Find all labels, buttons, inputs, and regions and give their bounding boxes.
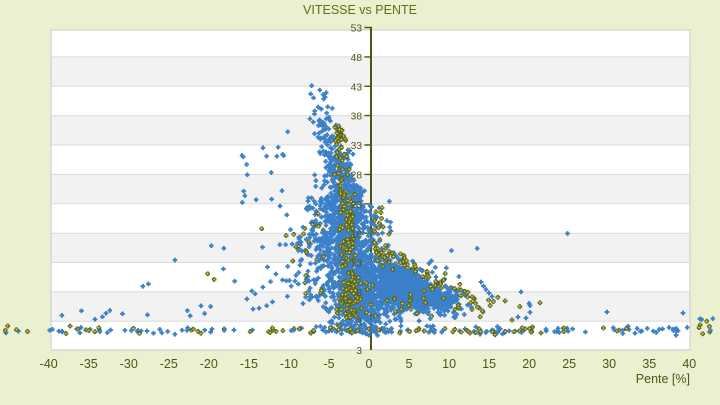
svg-text:-40: -40 — [40, 357, 58, 371]
svg-text:8: 8 — [356, 288, 362, 299]
svg-text:-20: -20 — [200, 357, 218, 371]
svg-text:43: 43 — [351, 82, 363, 93]
svg-text:30: 30 — [602, 357, 616, 371]
svg-text:38: 38 — [351, 112, 363, 123]
svg-text:40: 40 — [682, 357, 696, 371]
svg-text:33: 33 — [351, 141, 363, 152]
svg-text:35: 35 — [642, 357, 656, 371]
svg-text:-35: -35 — [80, 357, 98, 371]
svg-text:13: 13 — [351, 259, 363, 270]
svg-text:53: 53 — [351, 24, 363, 35]
svg-text:3: 3 — [356, 317, 362, 328]
svg-text:-10: -10 — [280, 357, 298, 371]
svg-text:5: 5 — [406, 357, 413, 371]
svg-text:VITESSE vs PENTE: VITESSE vs PENTE — [303, 3, 417, 17]
svg-text:-30: -30 — [120, 357, 138, 371]
svg-text:48: 48 — [351, 53, 363, 64]
svg-text:Pente [%]: Pente [%] — [636, 372, 690, 386]
svg-text:23: 23 — [351, 200, 363, 211]
svg-text:15: 15 — [482, 357, 496, 371]
svg-text:25: 25 — [562, 357, 576, 371]
svg-text:18: 18 — [351, 229, 363, 240]
svg-text:20: 20 — [522, 357, 536, 371]
svg-text:0: 0 — [366, 357, 373, 371]
svg-text:10: 10 — [442, 357, 456, 371]
svg-text:-15: -15 — [240, 357, 258, 371]
svg-text:3: 3 — [356, 346, 362, 357]
svg-text:-25: -25 — [160, 357, 178, 371]
svg-text:28: 28 — [351, 171, 363, 182]
svg-text:-5: -5 — [323, 357, 334, 371]
